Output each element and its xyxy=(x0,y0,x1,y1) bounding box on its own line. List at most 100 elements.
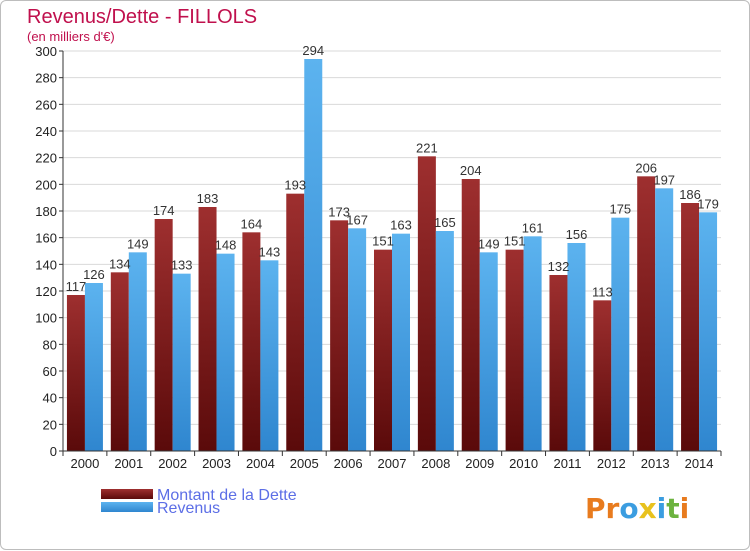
value-labels-layer: 1171261341491741331831481641431932941731… xyxy=(66,43,719,299)
x-tick-label-2007: 2007 xyxy=(378,456,407,471)
value-label-revenus-2003: 148 xyxy=(215,238,237,253)
logo-letter: P xyxy=(585,492,606,525)
value-label-revenus-2001: 149 xyxy=(127,236,149,251)
value-label-dette-2007: 151 xyxy=(372,234,394,249)
value-label-revenus-2014: 179 xyxy=(697,196,719,211)
bar-revenus-2001 xyxy=(128,252,147,451)
value-label-dette-2014: 186 xyxy=(679,187,701,202)
value-label-revenus-2011: 156 xyxy=(566,227,588,242)
bar-revenus-2014 xyxy=(699,212,718,451)
bar-dette-2002 xyxy=(154,219,173,451)
x-tick-label-2009: 2009 xyxy=(465,456,494,471)
y-tick-label-0: 0 xyxy=(50,444,57,459)
bar-dette-2003 xyxy=(198,207,217,451)
proxiti-logo: Proxiti xyxy=(585,492,689,525)
x-tick-label-2003: 2003 xyxy=(202,456,231,471)
bar-dette-2011 xyxy=(549,275,568,451)
x-tick-label-2006: 2006 xyxy=(334,456,363,471)
logo-letter: t xyxy=(666,492,679,525)
x-tick-label-2004: 2004 xyxy=(246,456,275,471)
y-tick-label-60: 60 xyxy=(43,364,57,379)
value-label-revenus-2002: 133 xyxy=(171,258,193,273)
y-tick-label-200: 200 xyxy=(35,177,57,192)
value-label-revenus-2010: 161 xyxy=(522,220,544,235)
bar-dette-2013 xyxy=(637,176,656,452)
bars-layer xyxy=(66,59,718,452)
bar-dette-2014 xyxy=(681,203,700,451)
bar-dette-2005 xyxy=(286,193,305,451)
y-tick-label-120: 120 xyxy=(35,284,57,299)
value-label-dette-2001: 134 xyxy=(109,256,131,271)
bar-revenus-2004 xyxy=(260,260,279,451)
value-label-revenus-2012: 175 xyxy=(609,202,631,217)
y-tick-label-300: 300 xyxy=(35,44,57,59)
x-tick-label-2011: 2011 xyxy=(553,456,581,471)
value-label-dette-2011: 132 xyxy=(548,259,570,274)
x-tick-label-2000: 2000 xyxy=(70,456,99,471)
axis-layer: 0 20 40 60 80 100 120 140 160 180 200 220 240 260 280 3… xyxy=(35,44,722,471)
legend-swatch-revenus xyxy=(101,502,153,512)
value-label-revenus-2005: 294 xyxy=(302,43,324,58)
chart-subtitle: (en milliers d'€) xyxy=(27,29,115,44)
y-tick-label-20: 20 xyxy=(43,417,57,432)
bar-revenus-2011 xyxy=(567,243,586,451)
value-label-dette-2012: 113 xyxy=(592,284,613,299)
legend-swatch-dette xyxy=(101,489,153,499)
value-label-dette-2003: 183 xyxy=(197,191,219,206)
y-tick-label-220: 220 xyxy=(35,151,57,166)
y-tick-label-280: 280 xyxy=(35,71,57,86)
bar-dette-2004 xyxy=(242,232,261,451)
x-tick-label-2013: 2013 xyxy=(641,456,670,471)
bar-dette-2000 xyxy=(66,295,85,451)
value-label-revenus-2013: 197 xyxy=(653,172,675,187)
y-tick-label-100: 100 xyxy=(35,311,57,326)
value-label-dette-2002: 174 xyxy=(153,203,175,218)
value-label-dette-2010: 151 xyxy=(504,234,526,249)
bar-dette-2009 xyxy=(461,179,480,451)
y-tick-label-160: 160 xyxy=(35,231,57,246)
bar-revenus-2005 xyxy=(304,59,323,451)
x-tick-label-2010: 2010 xyxy=(509,456,538,471)
value-label-dette-2009: 204 xyxy=(460,163,482,178)
value-label-revenus-2006: 167 xyxy=(346,212,368,227)
value-label-dette-2004: 164 xyxy=(241,216,263,231)
bar-dette-2012 xyxy=(593,300,612,451)
value-label-dette-2005: 193 xyxy=(284,178,306,193)
x-tick-label-2014: 2014 xyxy=(685,456,714,471)
x-tick-label-2012: 2012 xyxy=(597,456,626,471)
x-tick-label-2005: 2005 xyxy=(290,456,319,471)
value-label-revenus-2004: 143 xyxy=(259,244,281,259)
value-label-revenus-2007: 163 xyxy=(390,218,412,233)
x-tick-label-2001: 2001 xyxy=(114,456,143,471)
bar-revenus-2009 xyxy=(479,252,498,451)
bar-revenus-2008 xyxy=(435,231,454,451)
bar-revenus-2010 xyxy=(523,236,542,451)
bar-dette-2001 xyxy=(110,272,129,451)
value-label-revenus-2008: 165 xyxy=(434,215,456,230)
y-tick-label-180: 180 xyxy=(35,204,57,219)
value-label-dette-2013: 206 xyxy=(635,160,657,175)
logo-letter: x xyxy=(639,492,657,525)
logo-letter: o xyxy=(619,492,638,525)
value-label-dette-2000: 117 xyxy=(66,279,87,294)
bar-dette-2007 xyxy=(374,249,392,451)
y-tick-label-240: 240 xyxy=(35,124,57,139)
chart-title: Revenus/Dette - FILLOLS xyxy=(27,6,257,28)
bar-revenus-2003 xyxy=(216,253,235,451)
value-label-revenus-2000: 126 xyxy=(83,267,105,282)
bar-revenus-2007 xyxy=(392,233,410,451)
bar-dette-2008 xyxy=(417,156,436,452)
bar-revenus-2000 xyxy=(84,283,103,451)
logo-letter: r xyxy=(606,492,620,525)
x-tick-label-2008: 2008 xyxy=(421,456,450,471)
bar-revenus-2002 xyxy=(172,273,191,451)
y-tick-label-80: 80 xyxy=(43,337,57,352)
bar-dette-2010 xyxy=(505,249,524,451)
y-tick-label-260: 260 xyxy=(35,97,57,112)
bar-revenus-2006 xyxy=(348,228,367,451)
y-tick-label-40: 40 xyxy=(43,391,57,406)
bar-revenus-2012 xyxy=(611,217,630,451)
